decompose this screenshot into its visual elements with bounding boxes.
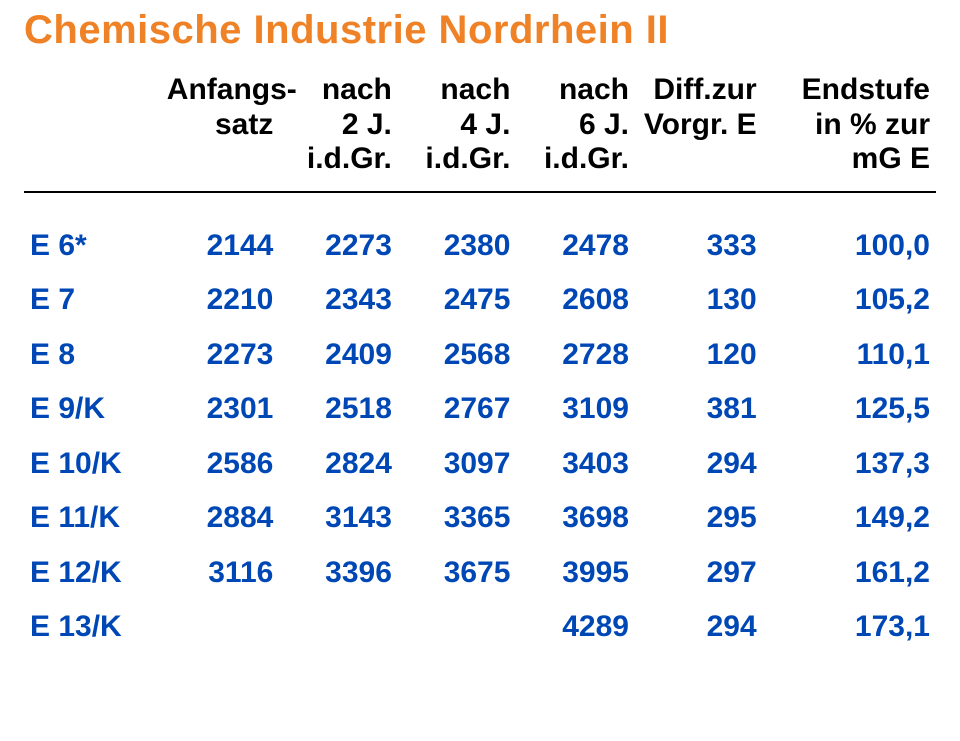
- cell-endstufe: 137,3: [763, 437, 936, 492]
- col-header-nach-6j: nach 6 J. i.d.Gr.: [516, 63, 635, 192]
- table-row: E 9/K2301251827673109381125,5: [24, 382, 936, 437]
- cell-nach-6j: 3995: [516, 546, 635, 601]
- table-body: E 6*2144227323802478333100,0E 7221023432…: [24, 192, 936, 655]
- cell-diff: 120: [635, 328, 763, 383]
- cell-endstufe: 161,2: [763, 546, 936, 601]
- table-header-row: Anfangs- satz nach 2 J. i.d.Gr. nach: [24, 63, 936, 192]
- cell-endstufe: 110,1: [763, 328, 936, 383]
- table-row: E 6*2144227323802478333100,0: [24, 219, 936, 274]
- cell-endstufe: 173,1: [763, 600, 936, 655]
- row-label: E 12/K: [24, 546, 161, 601]
- row-label: E 13/K: [24, 600, 161, 655]
- cell-anfangssatz: 2586: [161, 437, 280, 492]
- salary-table: Anfangs- satz nach 2 J. i.d.Gr. nach: [24, 63, 936, 655]
- cell-nach-2j: 2824: [279, 437, 398, 492]
- cell-nach-4j: 3675: [398, 546, 517, 601]
- cell-diff: 294: [635, 600, 763, 655]
- cell-nach-6j: 3109: [516, 382, 635, 437]
- col-header-diff: Diff.zur Vorgr. E: [635, 63, 763, 192]
- cell-nach-4j: 3097: [398, 437, 517, 492]
- cell-nach-4j: [398, 600, 517, 655]
- cell-nach-6j: 3698: [516, 491, 635, 546]
- cell-diff: 295: [635, 491, 763, 546]
- cell-anfangssatz: 2884: [161, 491, 280, 546]
- col-header-endstufe: Endstufe in % zur mG E: [763, 63, 936, 192]
- cell-nach-2j: 2518: [279, 382, 398, 437]
- row-label: E 8: [24, 328, 161, 383]
- table-row: E 11/K2884314333653698295149,2: [24, 491, 936, 546]
- cell-endstufe: 149,2: [763, 491, 936, 546]
- cell-endstufe: 105,2: [763, 273, 936, 328]
- cell-endstufe: 100,0: [763, 219, 936, 274]
- row-label: E 11/K: [24, 491, 161, 546]
- cell-nach-2j: 2273: [279, 219, 398, 274]
- cell-nach-2j: [279, 600, 398, 655]
- cell-anfangssatz: 2273: [161, 328, 280, 383]
- cell-diff: 130: [635, 273, 763, 328]
- cell-endstufe: 125,5: [763, 382, 936, 437]
- cell-anfangssatz: 2144: [161, 219, 280, 274]
- cell-nach-6j: 2728: [516, 328, 635, 383]
- row-label: E 7: [24, 273, 161, 328]
- cell-nach-6j: 4289: [516, 600, 635, 655]
- cell-nach-6j: 3403: [516, 437, 635, 492]
- col-header-label: [24, 63, 161, 192]
- cell-anfangssatz: 3116: [161, 546, 280, 601]
- page-title: Chemische Industrie Nordrhein II: [24, 8, 936, 53]
- cell-nach-6j: 2608: [516, 273, 635, 328]
- cell-diff: 297: [635, 546, 763, 601]
- table-row: E 72210234324752608130105,2: [24, 273, 936, 328]
- cell-nach-4j: 3365: [398, 491, 517, 546]
- cell-diff: 381: [635, 382, 763, 437]
- cell-anfangssatz: 2301: [161, 382, 280, 437]
- col-header-anfangssatz: Anfangs- satz: [161, 63, 280, 192]
- cell-nach-4j: 2568: [398, 328, 517, 383]
- row-label: E 6*: [24, 219, 161, 274]
- cell-anfangssatz: 2210: [161, 273, 280, 328]
- cell-nach-2j: 2409: [279, 328, 398, 383]
- table-row: E 13/K 4289294173,1: [24, 600, 936, 655]
- cell-diff: 294: [635, 437, 763, 492]
- cell-nach-2j: 3396: [279, 546, 398, 601]
- row-label: E 10/K: [24, 437, 161, 492]
- cell-nach-2j: 3143: [279, 491, 398, 546]
- col-header-nach-4j: nach 4 J. i.d.Gr.: [398, 63, 517, 192]
- spacer-row: [24, 192, 936, 219]
- table-row: E 82273240925682728120110,1: [24, 328, 936, 383]
- page: Chemische Industrie Nordrhein II Anfangs…: [0, 0, 960, 655]
- cell-nach-4j: 2767: [398, 382, 517, 437]
- row-label: E 9/K: [24, 382, 161, 437]
- cell-nach-2j: 2343: [279, 273, 398, 328]
- table-row: E 10/K2586282430973403294137,3: [24, 437, 936, 492]
- cell-nach-4j: 2380: [398, 219, 517, 274]
- cell-diff: 333: [635, 219, 763, 274]
- cell-nach-6j: 2478: [516, 219, 635, 274]
- table-row: E 12/K3116339636753995297161,2: [24, 546, 936, 601]
- cell-anfangssatz: [161, 600, 280, 655]
- col-header-nach-2j: nach 2 J. i.d.Gr.: [279, 63, 398, 192]
- cell-nach-4j: 2475: [398, 273, 517, 328]
